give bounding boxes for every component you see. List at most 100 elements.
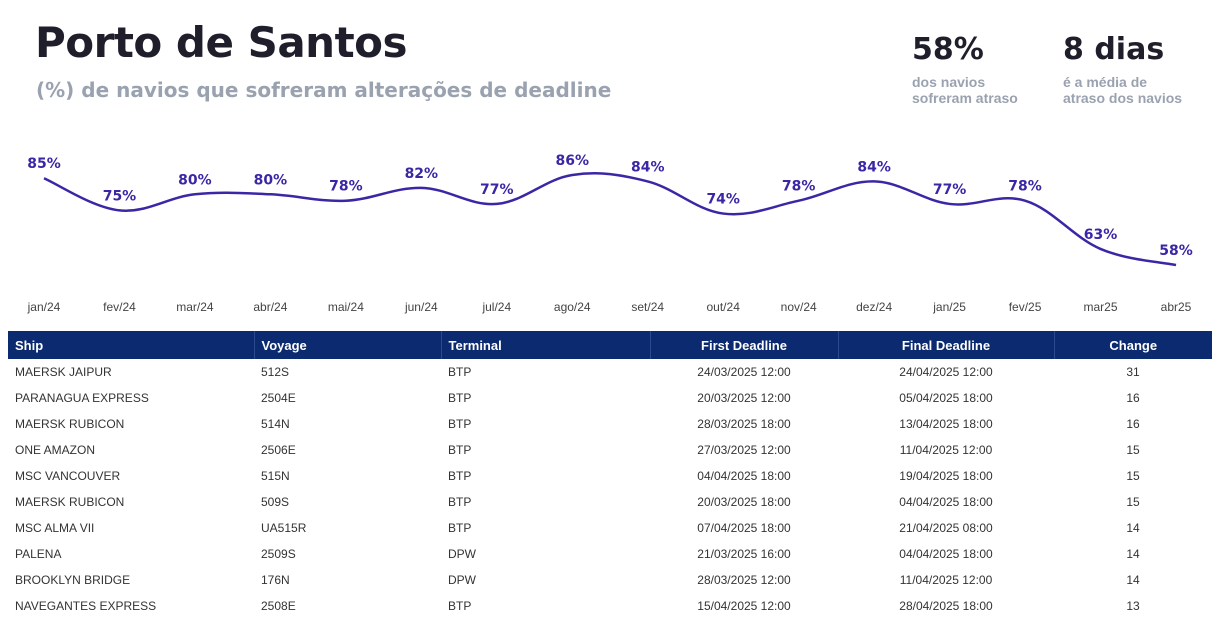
ships-table: Ship Voyage Terminal First Deadline Fina… <box>8 331 1212 619</box>
cell-first-deadline: 28/03/2025 12:00 <box>697 573 791 587</box>
cell-terminal: BTP <box>448 365 472 379</box>
x-tick-label: mai/24 <box>328 300 364 314</box>
data-label: 85% <box>27 156 61 172</box>
data-point <box>721 212 725 216</box>
cell-voyage: 176N <box>261 573 290 587</box>
cell-final-deadline: 11/04/2025 12:00 <box>899 573 993 587</box>
x-tick-label: jan/25 <box>932 300 966 314</box>
data-point <box>872 179 876 183</box>
column-header-final-deadline[interactable]: Final Deadline <box>838 331 1055 359</box>
cell-change: 14 <box>1126 521 1140 535</box>
cell-first-deadline: 28/03/2025 18:00 <box>697 417 791 431</box>
cell-terminal: BTP <box>448 521 472 535</box>
deadline-change-line-chart: 85% jan/24 75% fev/24 80% mar/24 80% abr/24 78% m… <box>27 153 1193 314</box>
x-tick-label: jul/24 <box>481 300 511 314</box>
cell-change: 15 <box>1126 469 1140 483</box>
column-header-first-deadline[interactable]: First Deadline <box>650 331 839 359</box>
x-tick-label: ago/24 <box>554 300 591 314</box>
cell-voyage: 509S <box>261 495 290 509</box>
cell-final-deadline: 05/04/2025 18:00 <box>899 391 993 405</box>
page-subtitle: (%) de navios que sofreram alterações de… <box>36 78 612 102</box>
cell-first-deadline: 21/03/2025 16:00 <box>697 547 791 561</box>
cell-voyage: 515N <box>261 469 290 483</box>
cell-final-deadline: 24/04/2025 12:00 <box>899 365 993 379</box>
data-point <box>570 173 574 177</box>
cell-terminal: BTP <box>448 391 472 405</box>
cell-change: 14 <box>1126 547 1140 561</box>
column-header-change[interactable]: Change <box>1109 337 1158 353</box>
cell-first-deadline: 24/03/2025 12:00 <box>697 365 791 379</box>
cell-voyage: 2508E <box>261 599 296 613</box>
data-point <box>268 192 272 196</box>
x-tick-label: jan/24 <box>27 300 61 314</box>
data-point <box>948 202 952 206</box>
cell-ship: MAERSK RUBICON <box>15 495 125 509</box>
cell-final-deadline: 04/04/2025 18:00 <box>899 547 993 561</box>
cell-change: 16 <box>1126 391 1140 405</box>
cell-terminal: DPW <box>448 547 476 561</box>
cell-voyage: 2504E <box>261 391 296 405</box>
data-point <box>797 199 801 203</box>
column-header-terminal[interactable]: Terminal <box>441 331 651 359</box>
x-tick-label: out/24 <box>707 300 741 314</box>
cell-ship: ONE AMAZON <box>15 443 96 457</box>
cell-terminal: BTP <box>448 443 472 457</box>
cell-ship: MAERSK JAIPUR <box>15 365 112 379</box>
data-point <box>344 199 348 203</box>
cell-terminal: BTP <box>448 495 472 509</box>
cell-ship: PALENA <box>15 547 62 561</box>
cell-final-deadline: 04/04/2025 18:00 <box>899 495 993 509</box>
stat-label: dos navios sofreram atraso <box>912 74 1018 106</box>
table-row: NAVEGANTES EXPRESS 2508E BTP 15/04/2025 12:… <box>8 593 1212 619</box>
cell-first-deadline: 20/03/2025 18:00 <box>697 495 791 509</box>
data-point <box>1174 263 1178 267</box>
data-label: 77% <box>933 182 967 198</box>
cell-change: 15 <box>1126 495 1140 509</box>
x-tick-label: nov/24 <box>781 300 817 314</box>
cell-first-deadline: 20/03/2025 12:00 <box>697 391 791 405</box>
cell-voyage: UA515R <box>261 521 307 535</box>
cell-final-deadline: 19/04/2025 18:00 <box>899 469 993 483</box>
cell-terminal: BTP <box>448 469 472 483</box>
x-tick-label: jun/24 <box>404 300 438 314</box>
table-row: PARANAGUA EXPRESS 2504E BTP 20/03/2025 12:0… <box>8 385 1212 411</box>
data-label: 78% <box>782 179 816 195</box>
cell-voyage: 512S <box>261 365 290 379</box>
column-header-voyage[interactable]: Voyage <box>254 331 442 359</box>
cell-terminal: DPW <box>448 573 476 587</box>
page-title: Porto de Santos <box>35 18 408 67</box>
x-tick-label: fev/24 <box>103 300 136 314</box>
data-point <box>495 202 499 206</box>
data-label: 74% <box>706 192 740 208</box>
cell-final-deadline: 13/04/2025 18:00 <box>899 417 993 431</box>
cell-final-deadline: 28/04/2025 18:00 <box>899 599 993 613</box>
x-tick-label: fev/25 <box>1009 300 1042 314</box>
data-label: 75% <box>103 188 137 204</box>
table-row: BROOKLYN BRIDGE 176N DPW 28/03/2025 12:00 11… <box>8 567 1212 593</box>
x-tick-label: dez/24 <box>856 300 892 314</box>
data-label: 78% <box>329 179 363 195</box>
cell-first-deadline: 07/04/2025 18:00 <box>697 521 791 535</box>
column-header-ship[interactable]: Ship <box>8 331 255 359</box>
data-label: 63% <box>1084 227 1118 243</box>
stat-label: é a média de atraso dos navios <box>1063 74 1183 106</box>
cell-final-deadline: 21/04/2025 08:00 <box>899 521 993 535</box>
x-tick-label: abr/24 <box>253 300 287 314</box>
cell-ship: MAERSK RUBICON <box>15 417 125 431</box>
stat-value: 58% <box>912 32 984 67</box>
table-row: MSC VANCOUVER 515N BTP 04/04/2025 18:00 19/0… <box>8 463 1212 489</box>
data-point <box>1023 199 1027 203</box>
x-tick-label: mar25 <box>1084 300 1118 314</box>
data-point <box>646 179 650 183</box>
data-label: 84% <box>631 159 665 175</box>
cell-first-deadline: 27/03/2025 12:00 <box>697 443 791 457</box>
table-row: ONE AMAZON 2506E BTP 27/03/2025 12:00 11/04/… <box>8 437 1212 463</box>
data-label: 78% <box>1008 179 1042 195</box>
cell-ship: PARANAGUA EXPRESS <box>15 391 149 405</box>
x-tick-label: abr25 <box>1161 300 1192 314</box>
stat-delayed-ships: 58% dos navios sofreram atraso <box>912 32 1018 106</box>
table-row: MAERSK JAIPUR 512S BTP 24/03/2025 12:00 24/0… <box>8 359 1212 385</box>
data-label: 84% <box>857 159 891 175</box>
table-body: MAERSK JAIPUR 512S BTP 24/03/2025 12:00 24/0… <box>8 359 1212 619</box>
cell-voyage: 514N <box>261 417 290 431</box>
